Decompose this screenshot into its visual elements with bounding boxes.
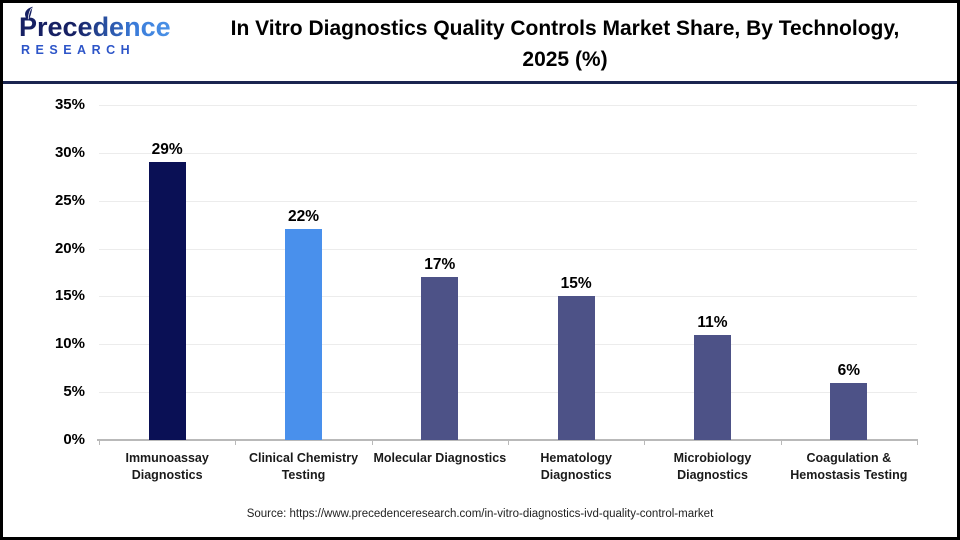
bar xyxy=(693,334,731,440)
logo-subtitle: RESEARCH xyxy=(21,43,136,58)
header: Precedence RESEARCH In Vitro Diagnostics… xyxy=(3,3,957,84)
bar-column: 17% xyxy=(372,105,508,440)
bar-value-label: 11% xyxy=(697,313,728,331)
bar-column: 11% xyxy=(644,105,780,440)
source-text: Source: https://www.precedenceresearch.c… xyxy=(246,508,714,520)
gridline xyxy=(99,248,917,250)
bar-value-label: 15% xyxy=(560,275,592,293)
category-label: Hematology Diagnostics xyxy=(540,451,612,483)
category-label: Immunoassay Diagnostics xyxy=(125,451,209,483)
gridline xyxy=(99,200,917,202)
y-axis-tick-label: 25% xyxy=(54,191,85,209)
gridline xyxy=(99,392,917,394)
bar-value-label: 17% xyxy=(424,256,456,274)
x-axis-tick xyxy=(644,439,646,445)
gridline xyxy=(99,105,917,106)
category-label: Microbiology Diagnostics xyxy=(673,451,752,483)
bar-column: 29% xyxy=(99,105,235,440)
y-axis-tick-label: 30% xyxy=(54,143,85,161)
chart-title: In Vitro Diagnostics Quality Controls Ma… xyxy=(203,11,927,77)
x-axis-tick xyxy=(235,439,237,445)
x-axis-line xyxy=(97,439,917,441)
y-axis-tick-label: 35% xyxy=(54,96,85,113)
chart-title-text: In Vitro Diagnostics Quality Controls Ma… xyxy=(230,16,900,72)
bar xyxy=(830,382,868,440)
x-axis-labels: Immunoassay Diagnostics Clinical Chemistr… xyxy=(99,450,917,492)
y-axis-tick-label: 5% xyxy=(63,383,85,401)
bar xyxy=(557,296,595,440)
category-label: Molecular Diagnostics xyxy=(373,451,507,465)
x-axis-tick xyxy=(917,439,918,445)
bar-column: 6% xyxy=(781,105,917,440)
category-label: Coagulation & Hemostasis Testing xyxy=(790,451,908,483)
bar-column: 15% xyxy=(508,105,644,440)
x-axis-tick xyxy=(99,439,100,445)
gridline xyxy=(99,152,917,154)
x-axis-tick xyxy=(780,439,782,445)
x-axis-tick xyxy=(371,439,373,445)
bar xyxy=(284,229,322,440)
category-label: Clinical Chemistry Testing xyxy=(248,451,359,483)
y-axis-tick-label: 0% xyxy=(63,431,85,448)
y-axis-tick-label: 15% xyxy=(54,287,85,305)
bar-value-label: 22% xyxy=(287,208,319,226)
y-axis-tick-label: 10% xyxy=(54,335,85,353)
bar-column: 22% xyxy=(235,105,371,440)
y-axis-tick-label: 20% xyxy=(54,239,85,257)
bar-value-label: 6% xyxy=(837,361,861,379)
bar-value-label: 29% xyxy=(151,141,183,159)
bar xyxy=(421,277,459,440)
y-axis: 0% 5% 10% 15% 20% 25% 30% 35% xyxy=(3,3,89,537)
plot-area: 29% 22% 17% 15% 11% 6% xyxy=(97,105,918,445)
bar xyxy=(148,162,186,440)
x-axis-tick xyxy=(508,439,509,445)
leaf-icon xyxy=(25,6,33,21)
gridline xyxy=(99,344,917,346)
precedence-research-logo: Precedence RESEARCH xyxy=(19,6,179,73)
logo-name: Precedence xyxy=(19,6,179,41)
gridline xyxy=(99,296,917,298)
